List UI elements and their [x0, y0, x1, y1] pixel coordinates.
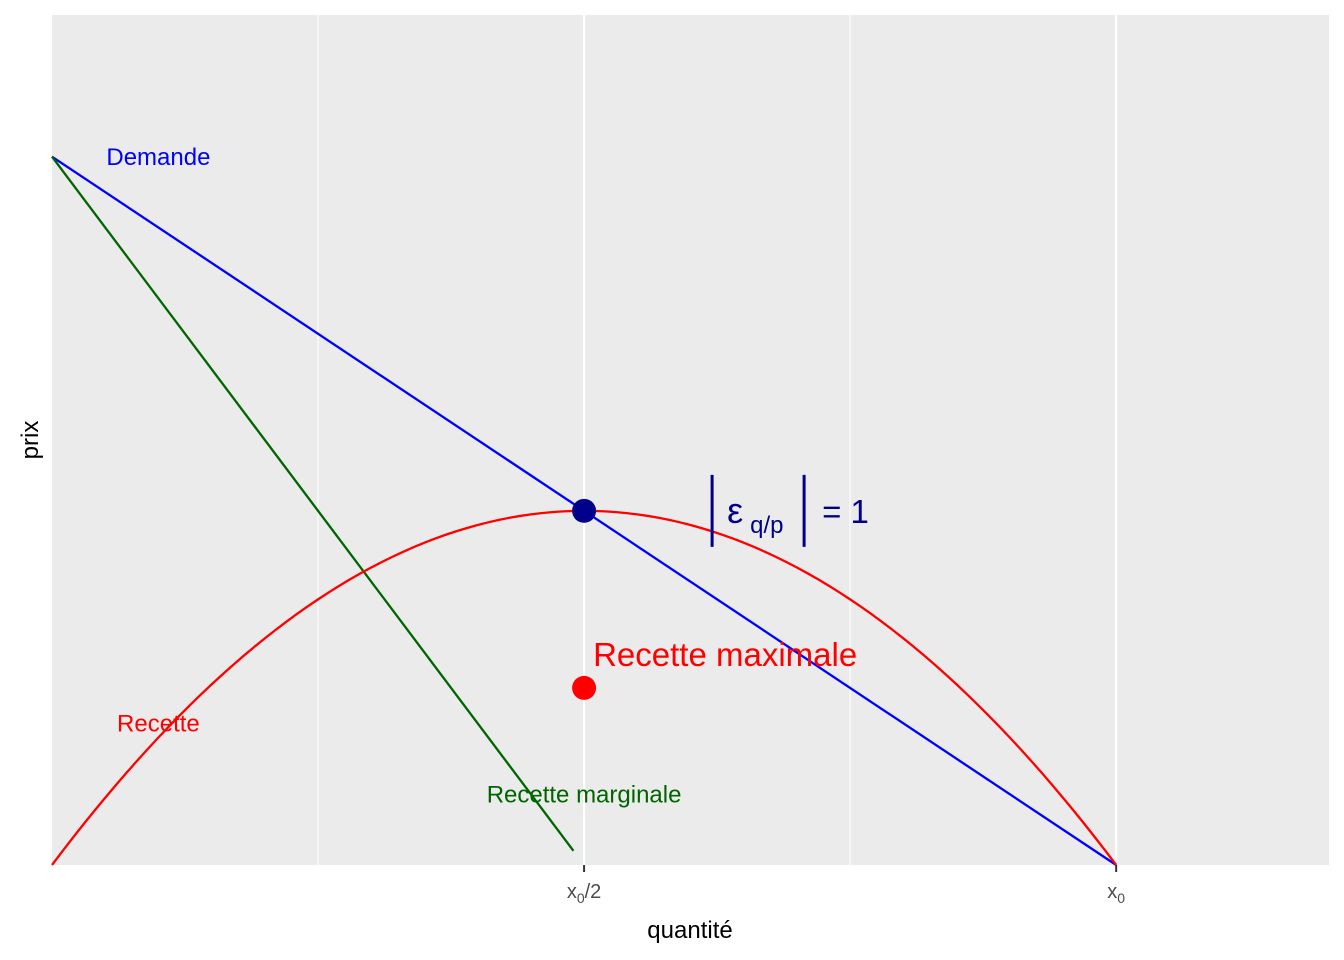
- elasticity-rhs: = 1: [822, 493, 869, 530]
- x-tick-label: x0/2: [567, 881, 601, 906]
- max-revenue-point: [572, 675, 597, 700]
- x-axis-title: quantité: [647, 917, 732, 944]
- label-demande: Demande: [106, 144, 210, 171]
- x-tick-label: x0: [1107, 881, 1125, 906]
- epsilon-symbol: ε: [727, 490, 743, 531]
- series-line-recette-marginale: [51, 155, 575, 852]
- x-axis-ticks: x0/2 x0: [567, 865, 1125, 906]
- panel-background: [52, 15, 1329, 865]
- y-axis-title: prix: [17, 421, 44, 460]
- label-recette-marginale: Recette marginale: [487, 782, 682, 809]
- epsilon-subscript: q/p: [750, 512, 783, 539]
- unit-elasticity-point: [572, 498, 597, 523]
- elasticity-annotation: ε q/p = 1: [710, 474, 869, 547]
- label-recette: Recette: [117, 711, 200, 738]
- label-recette-maximale: Recette maximale: [593, 636, 857, 673]
- grid-lines: [317, 15, 1118, 865]
- points-layer: [572, 498, 597, 700]
- annotations-layer: Demande Recette Recette marginale Recette m…: [106, 144, 857, 809]
